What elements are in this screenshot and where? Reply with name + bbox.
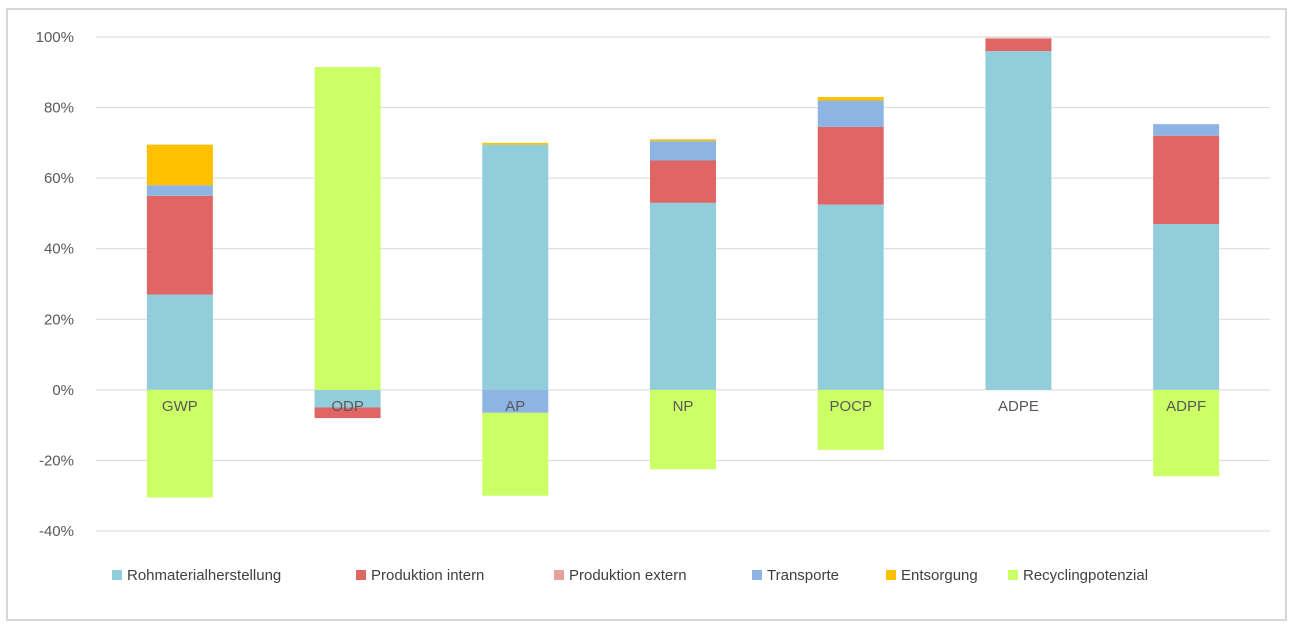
bar-segment-pocp-4 [817,96,884,101]
y-axis: -40% -20% 0% 20% 40% 60% 80% 100% [36,29,74,540]
bar-segment-gwp-4 [146,144,213,186]
category-label-gwp: GWP [162,398,198,415]
legend: Rohmaterialherstellung Produktion intern P… [112,567,1148,584]
y-tick-label: 20% [44,311,74,328]
bar-segment-odp-0 [314,389,381,408]
chart-area: -40% -20% 0% 20% 40% 60% 80% 100% GWP ODP AP NP POC… [6,8,1287,621]
bar-segment-odp-5 [314,66,381,390]
bar-segment-np-5 [650,389,716,470]
y-tick-label: -40% [39,523,74,540]
legend-swatch-0 [112,570,122,580]
bar-segment-gwp-1 [146,195,213,295]
legend-swatch-5 [1008,570,1018,580]
category-label-adpf: ADPF [1166,398,1206,415]
bar-segment-gwp-3 [146,185,213,196]
bar-segment-adpe-1 [985,38,1052,52]
bars [146,37,1220,498]
bar-segment-np-3 [650,141,716,161]
y-tick-label: -20% [39,452,74,469]
legend-swatch-3 [752,570,762,580]
category-label-np: NP [673,398,694,415]
legend-swatch-2 [554,570,564,580]
bar-segment-np-0 [650,202,716,390]
bar-segment-adpe-2 [985,37,1052,39]
legend-label-2: Produktion extern [569,567,687,584]
y-tick-label: 40% [44,241,74,258]
category-label-ap: AP [505,398,525,415]
bar-segment-adpf-5 [1153,389,1220,477]
bar-segment-gwp-5 [146,389,213,498]
bar-segment-adpf-1 [1153,135,1220,225]
bar-segment-pocp-5 [817,389,884,450]
legend-swatch-1 [356,570,366,580]
legend-label-4: Entsorgung [901,567,978,584]
bar-segment-gwp-0 [146,294,213,390]
bar-segment-adpf-3 [1153,124,1220,136]
stacked-bar-chart: -40% -20% 0% 20% 40% 60% 80% 100% GWP ODP AP NP POC… [36,29,1270,584]
bar-segment-ap-5 [482,412,549,496]
legend-swatch-4 [886,570,896,580]
bar-segment-adpe-0 [985,51,1052,390]
bar-segment-ap-0 [482,144,549,390]
bar-segment-ap-3 [482,389,549,413]
category-label-odp: ODP [331,398,364,415]
bar-segment-pocp-3 [817,100,884,127]
bar-segment-adpf-0 [1153,224,1220,390]
legend-label-5: Recyclingpotenzial [1023,567,1148,584]
bar-segment-ap-4 [482,142,549,145]
y-tick-label: 100% [36,29,74,46]
category-label-adpe: ADPE [998,398,1039,415]
y-tick-label: 0% [52,382,74,399]
bar-segment-np-1 [650,160,716,203]
category-label-pocp: POCP [829,398,872,415]
bar-segment-pocp-1 [817,126,884,205]
legend-label-0: Rohmaterialherstellung [127,567,281,584]
y-tick-label: 80% [44,100,74,117]
legend-label-1: Produktion intern [371,567,484,584]
bar-segment-odp-1 [314,407,381,419]
legend-label-3: Transporte [767,567,839,584]
bar-segment-pocp-0 [817,204,884,390]
category-labels: GWP ODP AP NP POCP ADPE ADPF [162,398,1206,415]
y-tick-label: 60% [44,170,74,187]
bar-segment-np-4 [650,139,716,142]
